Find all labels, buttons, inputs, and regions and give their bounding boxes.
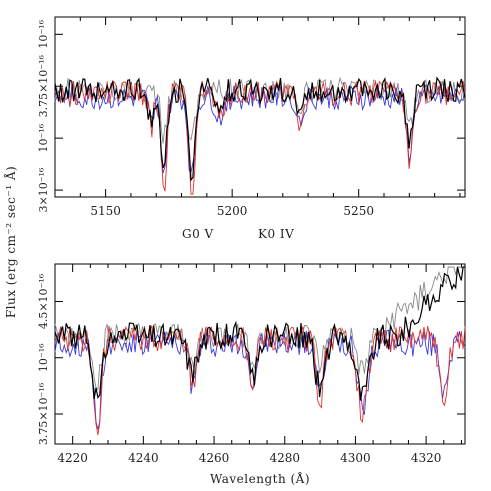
bottom-panel-frame: [54, 263, 466, 445]
y-tick-label: 4.5×10⁻¹⁶: [37, 273, 50, 329]
legend-entry-g0v: G0 V: [182, 227, 214, 241]
x-tick-label: 4300: [340, 451, 371, 465]
top-panel-series: [54, 76, 466, 195]
x-tick-label: 5200: [217, 204, 248, 218]
bottom-panel-x-tick-labels: 4220 4240 4260 4280 4300 4320: [57, 451, 441, 465]
series-line: [54, 266, 465, 401]
bottom-panel-series: [54, 266, 466, 435]
top-panel-ticks: [54, 17, 465, 197]
x-axis-label: Wavelength (Å): [210, 471, 310, 486]
series-line: [54, 328, 466, 430]
x-tick-label: 4220: [57, 451, 88, 465]
legend: G0 V K0 IV: [182, 227, 294, 241]
y-axis-label: Flux (erg cm⁻² sec⁻¹ Å): [3, 166, 18, 318]
y-tick-label: 3×10⁻¹⁶: [37, 167, 50, 212]
x-tick-label: 4320: [411, 451, 442, 465]
x-tick-label: 5250: [343, 204, 374, 218]
y-tick-label: 10⁻¹⁶: [37, 19, 50, 48]
y-tick-label: 10⁻¹⁶: [37, 123, 50, 152]
x-tick-label: 4280: [269, 451, 300, 465]
y-tick-label: 3.75×10⁻¹⁶: [37, 54, 50, 117]
bottom-panel-ticks: [54, 264, 465, 444]
series-line: [54, 84, 466, 174]
x-tick-label: 5150: [90, 204, 121, 218]
series-line: [54, 79, 466, 195]
top-panel-frame: [54, 16, 466, 198]
y-tick-label: 10⁻¹⁶: [37, 343, 50, 372]
y-tick-label: 3.75×10⁻¹⁶: [37, 382, 50, 445]
legend-entry-k0iv: K0 IV: [258, 227, 294, 241]
x-tick-label: 4260: [199, 451, 230, 465]
top-panel: 5150 5200 5250 3×10⁻¹⁶ 10⁻¹⁶ 3.75×10⁻¹⁶ 10⁻¹⁶: [37, 16, 466, 218]
x-tick-label: 4240: [128, 451, 159, 465]
top-panel-x-tick-labels: 5150 5200 5250: [90, 204, 374, 218]
bottom-panel: 4220 4240 4260 4280 4300 4320 3.75×10⁻¹⁶ 10⁻¹⁶…: [37, 263, 466, 465]
series-line: [54, 266, 465, 391]
series-line: [54, 76, 466, 182]
bottom-panel-y-tick-labels: 3.75×10⁻¹⁶ 10⁻¹⁶ 4.5×10⁻¹⁶: [37, 273, 50, 445]
top-panel-y-tick-labels: 3×10⁻¹⁶ 10⁻¹⁶ 3.75×10⁻¹⁶ 10⁻¹⁶: [37, 19, 50, 212]
